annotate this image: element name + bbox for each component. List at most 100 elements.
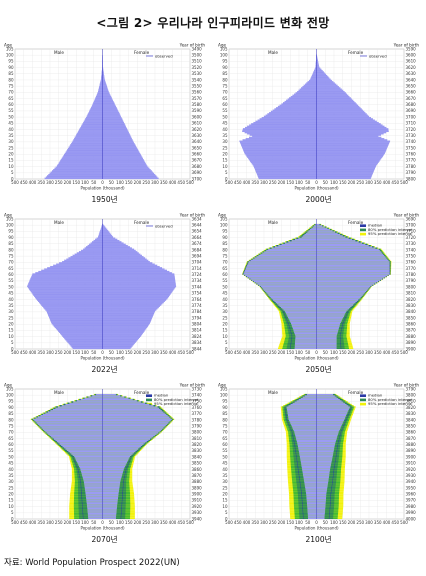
birth-year-axis-title: Year of birth: [393, 383, 420, 388]
x-tick-label: 50: [323, 350, 329, 355]
median-mark-female: [340, 347, 342, 349]
band-inner-female: [117, 502, 126, 505]
median-mark-female: [336, 450, 338, 453]
bar-female: [316, 469, 331, 471]
bar-male: [265, 114, 317, 116]
bar-male: [45, 431, 103, 433]
median-mark-male: [292, 433, 293, 435]
band-inner-female: [336, 339, 344, 341]
x-tick-label: 50: [91, 350, 97, 355]
bar-male: [261, 117, 317, 119]
birth-year-tick-label: 3640: [406, 77, 417, 82]
bar-female: [102, 486, 120, 489]
bar-male: [43, 413, 103, 415]
bar-female: [102, 124, 126, 126]
median-mark-male: [256, 283, 258, 285]
bar-male: [49, 316, 103, 319]
bar-female: [316, 407, 350, 409]
median-mark-male: [303, 517, 304, 519]
bar-female: [316, 405, 349, 407]
median-mark-female: [339, 397, 340, 399]
birth-year-tick-label: 3754: [192, 291, 203, 296]
median-mark-male: [82, 515, 84, 517]
bar-male: [247, 133, 317, 135]
bar-male: [80, 469, 103, 471]
bar-male: [92, 103, 103, 105]
band-inner-female: [331, 462, 339, 464]
band-inner-male: [78, 515, 88, 517]
bar-male: [241, 145, 317, 147]
bar-male: [89, 110, 103, 113]
bar-female: [102, 289, 174, 291]
bar-male: [239, 141, 317, 144]
age-tick-label: 20: [222, 322, 228, 327]
median-mark-female: [385, 256, 387, 258]
bar-female: [316, 449, 334, 451]
median-mark-male: [297, 398, 298, 401]
bar-female: [102, 282, 176, 284]
bar-male: [301, 468, 317, 470]
bar-male: [252, 135, 317, 137]
bar-male: [31, 275, 103, 278]
x-tick-label: 150: [286, 350, 294, 355]
bar-male: [297, 442, 317, 444]
median-mark-female: [124, 474, 126, 476]
bar-female: [316, 342, 337, 345]
bar-male: [305, 232, 317, 234]
bar-female: [316, 135, 379, 137]
bar-male: [90, 108, 103, 110]
legend-label-observed: observed: [369, 53, 387, 58]
bar-male: [72, 454, 103, 456]
median-mark-male: [296, 455, 297, 458]
median-mark-female: [122, 485, 124, 487]
bar-male: [290, 95, 317, 98]
median-mark-male: [61, 445, 62, 448]
median-mark-female: [130, 457, 132, 459]
median-mark-male: [279, 306, 280, 309]
bar-female: [316, 396, 337, 398]
bar-female: [316, 341, 337, 343]
band-inner-female: [325, 504, 335, 506]
median-mark-male: [266, 293, 268, 295]
median-mark-male: [81, 495, 82, 497]
bar-female: [102, 485, 120, 487]
median-mark-male: [255, 256, 257, 258]
x-tick-label: 300: [151, 180, 159, 185]
median-mark-male: [42, 413, 43, 415]
bar-male: [39, 424, 103, 427]
bar-male: [290, 423, 317, 425]
bar-female: [316, 273, 390, 275]
bar-female: [316, 335, 337, 337]
bar-female: [316, 507, 326, 510]
bar-male: [298, 89, 317, 92]
bar-female: [102, 407, 160, 409]
bar-male: [306, 393, 317, 396]
median-mark-female: [127, 464, 128, 466]
band-inner-male: [78, 506, 88, 508]
median-mark-female: [369, 287, 370, 289]
bar-male: [274, 300, 317, 302]
bar-female: [102, 413, 167, 415]
median-mark-male: [60, 405, 62, 407]
legend-swatch: [360, 232, 366, 236]
median-mark-female: [329, 504, 331, 506]
age-tick-label: 65: [8, 96, 14, 101]
birth-year-tick-label: 3600: [192, 114, 203, 119]
age-tick-label: 65: [222, 266, 228, 271]
median-mark-female: [346, 418, 347, 420]
birth-year-axis-title: Year of birth: [179, 213, 206, 218]
median-mark-female: [158, 406, 159, 408]
bar-female: [102, 418, 172, 420]
bar-female: [316, 475, 330, 477]
bar-female: [316, 114, 368, 116]
x-tick-label: 250: [356, 180, 364, 185]
bar-male: [62, 445, 103, 448]
bar-male: [64, 259, 103, 262]
bar-female: [316, 237, 349, 239]
median-mark-male: [34, 417, 36, 419]
bar-female: [102, 164, 147, 166]
bar-female: [316, 471, 330, 474]
median-mark-female: [166, 413, 168, 415]
median-mark-male: [301, 500, 303, 502]
bar-male: [294, 346, 317, 348]
